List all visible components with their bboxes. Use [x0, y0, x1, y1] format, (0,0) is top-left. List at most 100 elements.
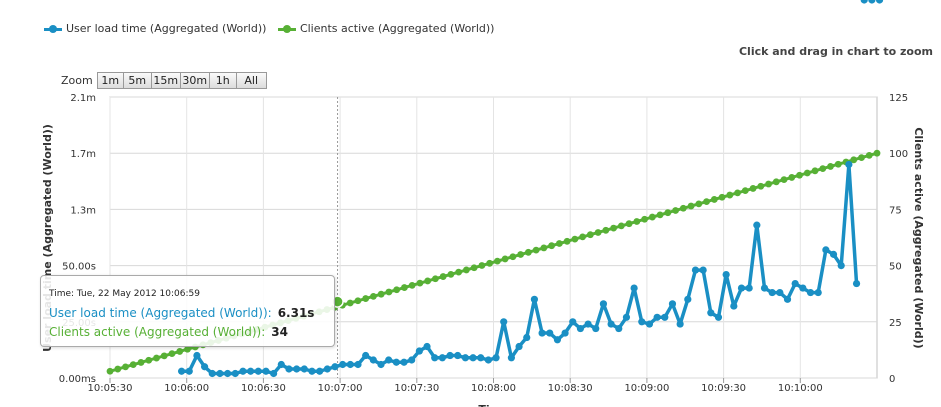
- user-load-time-point: [607, 320, 615, 328]
- user-load-time-point: [661, 313, 669, 321]
- user-load-time-point: [400, 358, 408, 366]
- x-tick-label: 10:10:00: [778, 383, 823, 394]
- clients-active-point: [765, 180, 772, 188]
- user-load-time-point: [630, 284, 638, 292]
- legend-item-user-load-time[interactable]: User load time (Aggregated (World)): [44, 22, 266, 35]
- clients-active-point: [741, 187, 749, 195]
- user-load-time-point: [676, 320, 684, 328]
- clients-active-point: [780, 176, 788, 184]
- x-tick-label: 10:08:00: [471, 383, 516, 394]
- x-tick-label: 10:07:00: [318, 383, 363, 394]
- user-load-time-point: [477, 354, 485, 362]
- user-load-time-point: [791, 279, 799, 288]
- clients-active-point: [517, 251, 525, 258]
- user-load-time-point: [546, 329, 554, 337]
- user-load-time-point: [837, 262, 845, 270]
- clients-active-point: [850, 156, 858, 164]
- user-load-time-point: [668, 300, 677, 308]
- clients-active-point: [401, 284, 408, 291]
- clients-active-point: [168, 350, 176, 358]
- clients-active-point: [796, 171, 803, 179]
- y-left-tick-label: 1.7m: [70, 149, 96, 160]
- user-load-time-point: [860, 0, 868, 4]
- user-load-time-point: [569, 318, 577, 326]
- clients-active-point: [865, 152, 873, 159]
- user-load-time-point: [270, 369, 278, 378]
- clients-active-point: [478, 262, 486, 269]
- y-right-tick-label: 25: [889, 318, 902, 329]
- clients-active-point: [408, 281, 416, 289]
- user-load-time-point: [423, 342, 431, 351]
- zoom-range-selector: Zoom 1m 5m 15m 30m 1h All: [61, 72, 267, 89]
- user-load-time-point: [592, 324, 600, 333]
- user-load-time-point: [845, 160, 853, 169]
- x-tick-label: 10:06:30: [241, 383, 286, 394]
- legend-item-clients-active[interactable]: Clients active (Aggregated (World)): [277, 22, 495, 35]
- user-load-time-point: [576, 324, 585, 333]
- clients-active-point: [145, 356, 153, 364]
- y-right-tick-label: 125: [889, 93, 908, 104]
- user-load-time-point: [285, 365, 293, 373]
- clients-active-point: [447, 270, 455, 278]
- clients-active-point: [532, 246, 540, 254]
- user-load-time-point: [461, 354, 469, 362]
- user-load-time-point: [323, 365, 331, 373]
- user-load-time-point: [852, 279, 861, 288]
- user-load-time-point: [216, 369, 224, 378]
- x-tick-label: 10:09:00: [624, 383, 669, 394]
- zoom-all-button[interactable]: All: [235, 72, 267, 89]
- user-load-time-point: [760, 284, 769, 292]
- hover-tooltip: Time: Tue, 22 May 2012 10:06:59 User loa…: [40, 275, 335, 347]
- tooltip-label: User load time (Aggregated (World)):: [49, 306, 272, 320]
- clients-active-point: [672, 207, 679, 214]
- y-right-tick-label: 0: [889, 374, 895, 385]
- user-load-time-point: [193, 351, 201, 360]
- user-load-time-point: [599, 300, 608, 308]
- clients-active-point: [726, 191, 734, 199]
- user-load-time-point: [653, 313, 661, 321]
- clients-active-point: [548, 242, 556, 250]
- chart-legend: User load time (Aggregated (World)) Clie…: [44, 22, 502, 37]
- user-load-time-point: [262, 367, 270, 375]
- tooltip-row-user-load-time: User load time (Aggregated (World)): 6.31…: [49, 306, 314, 320]
- clients-active-point: [594, 229, 602, 236]
- clients-active-point: [819, 165, 827, 173]
- user-load-time-point: [354, 360, 362, 369]
- clients-active-point: [563, 237, 571, 245]
- user-load-time-point: [239, 367, 247, 375]
- user-load-time-point: [500, 318, 508, 326]
- clients-active-point: [703, 198, 710, 206]
- clients-active-point: [648, 213, 656, 221]
- user-load-time-point: [561, 329, 569, 337]
- user-load-time-point: [538, 329, 546, 337]
- user-load-time-point: [783, 295, 792, 303]
- clients-active-point: [346, 299, 354, 307]
- clients-active-point: [811, 167, 819, 175]
- user-load-time-point: [806, 288, 815, 297]
- tooltip-label: Clients active (Aggregated (World)):: [49, 325, 266, 339]
- legend-label: User load time (Aggregated (World)): [66, 22, 267, 35]
- user-load-time-point: [308, 367, 316, 375]
- user-load-time-point: [753, 221, 761, 229]
- user-load-time-point: [829, 250, 838, 258]
- y-left-tick-label: 2.1m: [70, 93, 96, 104]
- user-load-time-point: [814, 288, 822, 297]
- clients-active-point: [524, 248, 532, 256]
- zoom-15m-button[interactable]: 15m: [150, 72, 181, 89]
- clients-active-point: [579, 233, 586, 241]
- zoom-30m-button[interactable]: 30m: [179, 72, 210, 89]
- legend-label: Clients active (Aggregated (World)): [299, 22, 495, 35]
- clients-active-point: [710, 196, 718, 203]
- clients-active-point: [509, 253, 517, 261]
- clients-active-point: [462, 266, 470, 274]
- clients-active-point: [370, 292, 377, 300]
- clients-active-point: [858, 154, 865, 162]
- clients-active-point: [501, 255, 509, 263]
- user-load-time-point: [776, 288, 784, 297]
- user-load-time-point: [730, 302, 738, 310]
- clients-active-point: [486, 259, 494, 267]
- clients-active-point: [439, 273, 447, 280]
- clients-active-point: [656, 211, 664, 219]
- user-load-time-point: [254, 367, 262, 375]
- clients-active-point: [540, 244, 548, 252]
